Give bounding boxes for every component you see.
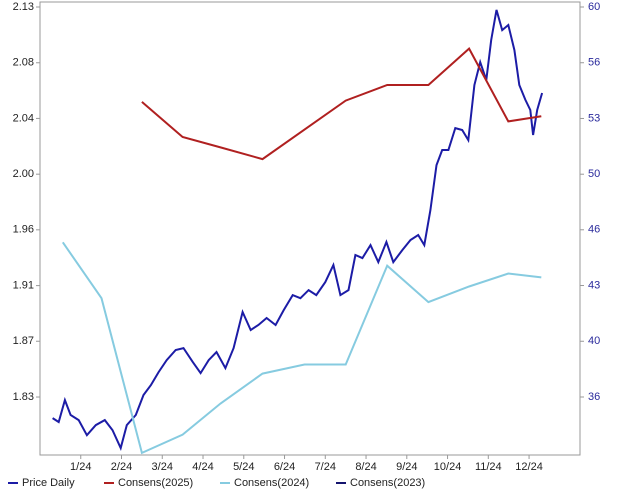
y-tick-label: 1.87 bbox=[13, 335, 34, 347]
y-tick-label: 1.83 bbox=[13, 391, 34, 403]
y-tick-label: 2.04 bbox=[13, 112, 34, 124]
series-line bbox=[141, 47, 542, 161]
legend-label: Price Daily bbox=[22, 477, 75, 489]
y2-tick-label: 56 bbox=[588, 57, 600, 69]
y2-tick-label: 40 bbox=[588, 335, 600, 347]
x-tick-label: 6/24 bbox=[274, 461, 295, 473]
x-tick-label: 3/24 bbox=[152, 461, 173, 473]
series-line bbox=[52, 9, 544, 451]
x-tick-label: 1/24 bbox=[70, 461, 91, 473]
y2-tick-label: 43 bbox=[588, 279, 600, 291]
y2-tick-label: 46 bbox=[588, 224, 600, 236]
x-tick-label: 2/24 bbox=[111, 461, 132, 473]
x-tick-label: 7/24 bbox=[315, 461, 336, 473]
y2-tick-label: 53 bbox=[588, 112, 600, 124]
series-line bbox=[61, 241, 542, 455]
y-tick-label: 2.08 bbox=[13, 57, 34, 69]
legend-label: Consens(2024) bbox=[234, 477, 309, 489]
x-tick-label: 11/24 bbox=[475, 461, 502, 473]
plot-frame bbox=[39, 1, 581, 456]
y-tick-label: 2.00 bbox=[13, 168, 34, 180]
x-tick-label: 10/24 bbox=[434, 461, 462, 473]
y2-tick-label: 60 bbox=[588, 1, 600, 13]
x-tick-label: 5/24 bbox=[233, 461, 254, 473]
legend-label: Consens(2023) bbox=[350, 477, 425, 489]
y2-tick-label: 50 bbox=[588, 168, 600, 180]
y-tick-label: 1.96 bbox=[13, 224, 34, 236]
x-tick-label: 12/24 bbox=[515, 461, 543, 473]
x-tick-label: 4/24 bbox=[192, 461, 213, 473]
y-tick-label: 1.91 bbox=[13, 280, 34, 292]
y2-tick-label: 36 bbox=[588, 391, 600, 403]
legend-label: Consens(2025) bbox=[118, 477, 193, 489]
x-tick-label: 9/24 bbox=[396, 461, 417, 473]
y-tick-label: 2.13 bbox=[13, 1, 34, 13]
x-tick-label: 8/24 bbox=[355, 461, 376, 473]
